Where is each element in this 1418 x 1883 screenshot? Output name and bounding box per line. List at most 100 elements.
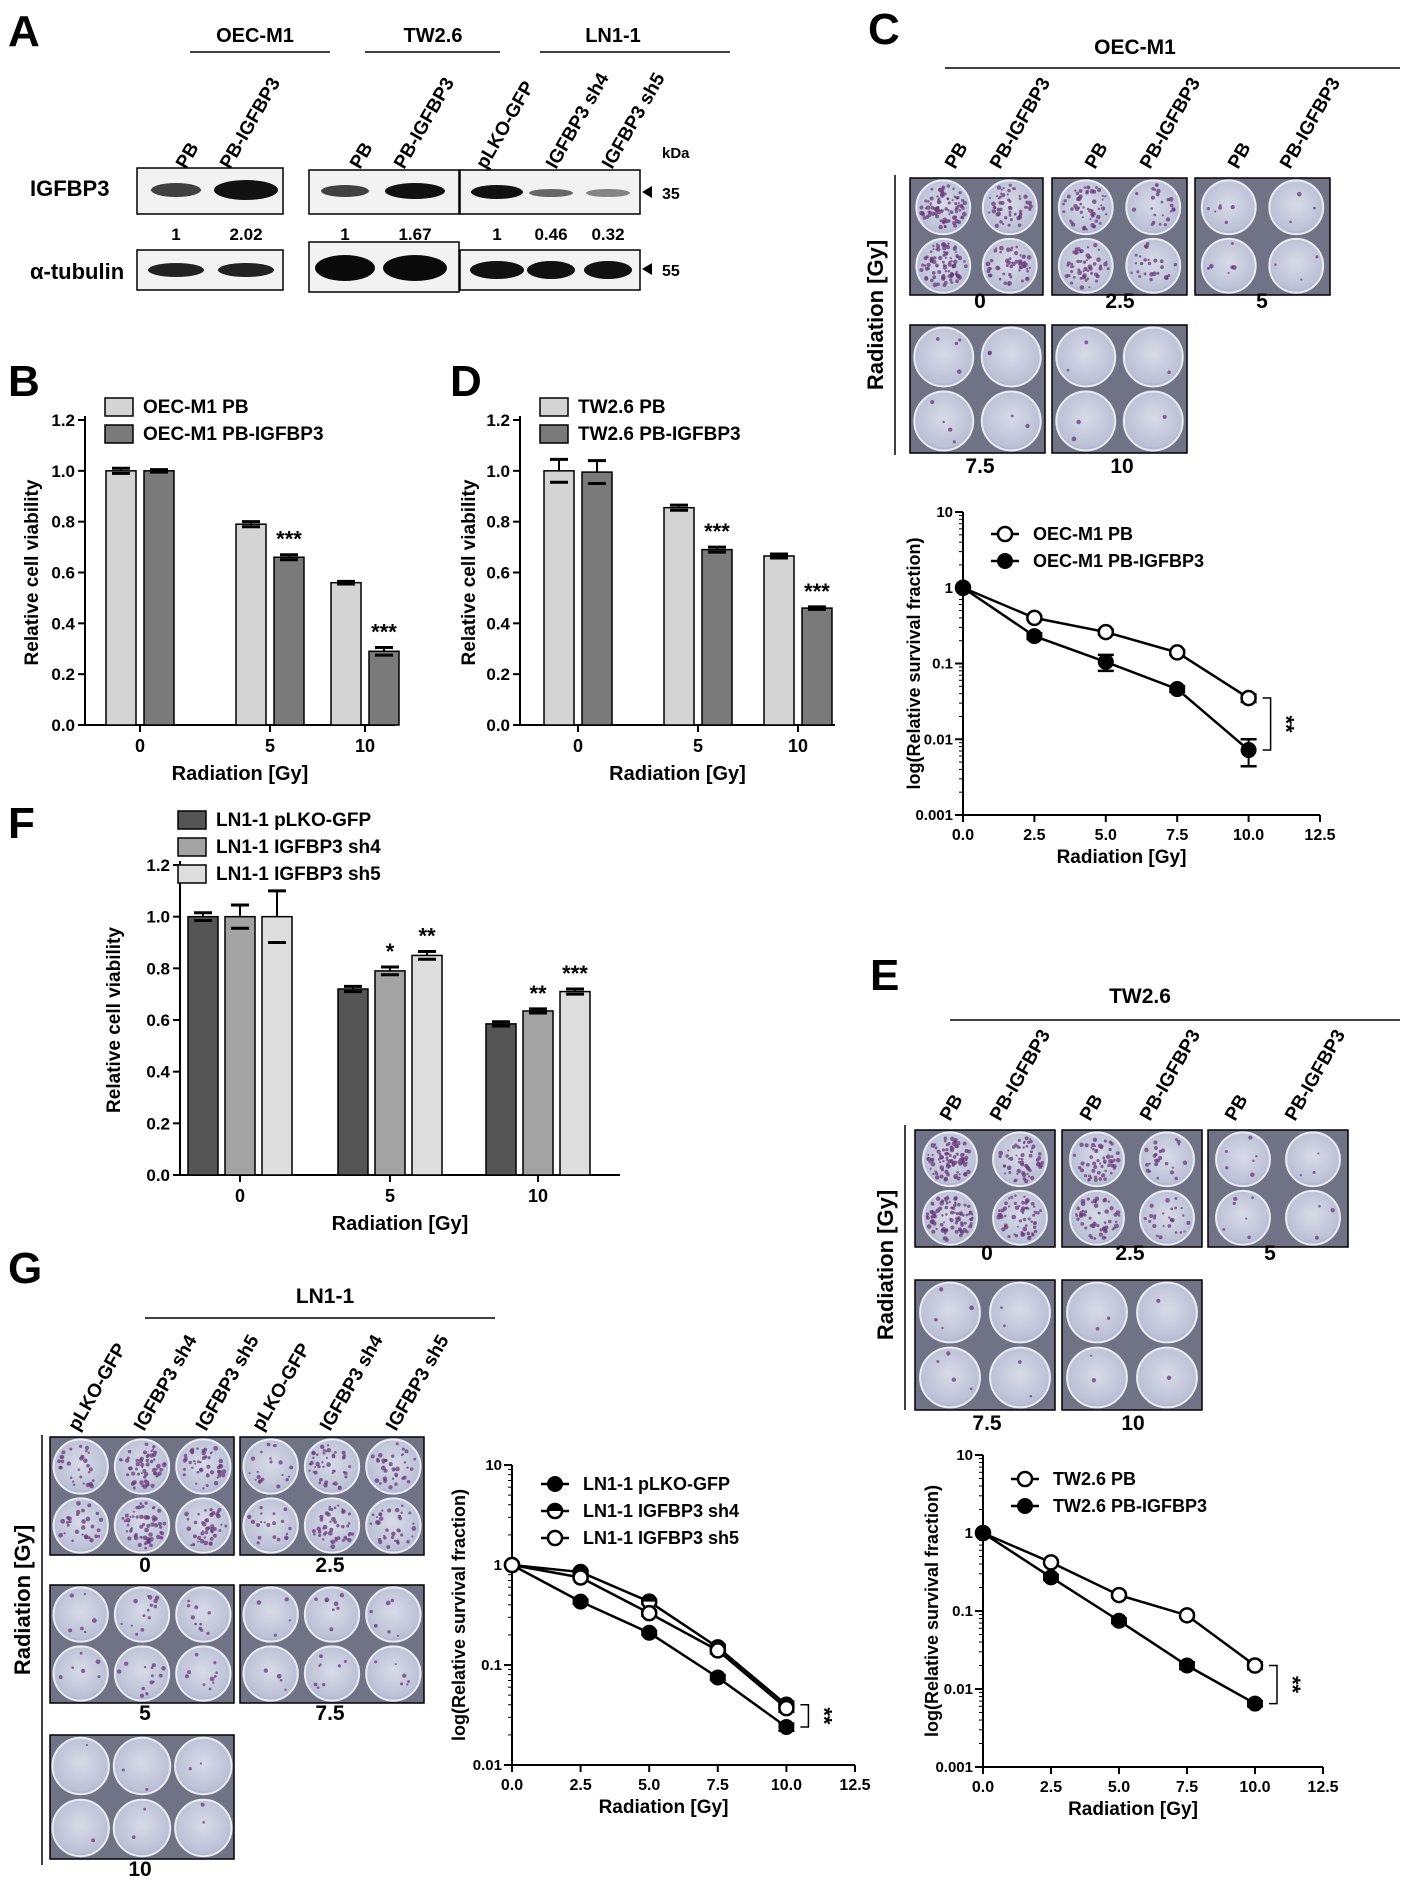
legend-swatch (539, 397, 569, 417)
colony-dot (141, 1522, 146, 1527)
colony-dot (1090, 1201, 1094, 1204)
data-point (572, 1569, 589, 1586)
colony-dot (1131, 207, 1137, 212)
colony-dot (203, 1540, 209, 1546)
colony-dot (76, 1509, 81, 1515)
colony-dot (947, 262, 952, 267)
colony-dot (143, 1475, 147, 1479)
colony-dot (944, 1151, 949, 1156)
colony-dot (326, 1444, 330, 1447)
colony-dot (1093, 1145, 1097, 1148)
colony-dot (96, 1528, 101, 1533)
colony-dot (84, 1445, 90, 1450)
colony-dot (130, 1528, 133, 1531)
colony-dot (1113, 1212, 1118, 1217)
colony-dot (312, 1470, 316, 1474)
colony-dot (1008, 205, 1012, 209)
data-point (641, 1624, 658, 1641)
colony-dot (87, 1451, 90, 1454)
colony-dot (194, 1652, 199, 1657)
colony-dot (944, 256, 948, 259)
colony-dot (139, 1502, 143, 1505)
colony-dot (942, 243, 947, 248)
series-line (962, 586, 1250, 700)
colony-dot (221, 1469, 227, 1474)
colony-dot (406, 1479, 411, 1484)
x-tick-label: 5.0 (1095, 827, 1117, 844)
colony-e-ylabel: Radiation [Gy] (873, 1190, 898, 1340)
colony-dot (958, 338, 962, 342)
colony-dot (60, 1518, 66, 1524)
colony-dot (1097, 248, 1100, 252)
colony-dot (1174, 1206, 1178, 1210)
colony-dot (1112, 1158, 1116, 1162)
colony-dot (957, 1202, 961, 1207)
colony-dot (947, 201, 951, 205)
colony-dot (1010, 1195, 1014, 1199)
colony-dot (377, 1453, 383, 1458)
colony-dot (1096, 257, 1101, 262)
colony-dot (136, 1472, 141, 1476)
colony-dot (949, 1210, 954, 1215)
colony-dot (1029, 1137, 1032, 1141)
data-point (1097, 653, 1114, 670)
colony-dot (330, 1540, 333, 1543)
colony-dot (328, 1505, 332, 1509)
y-axis-label: log(Relative survival fraction) (922, 1485, 942, 1737)
colony-dot (945, 1213, 948, 1216)
colony-dot (969, 1224, 973, 1227)
colony-dot (1105, 260, 1108, 263)
survival-chart-e: 0.001 0.01 0.1 1 10 0.0 2.5 5.0 7.5 10.0 12.5 Radia… (922, 1447, 1339, 1820)
plate-well (1136, 1281, 1198, 1344)
colony-dot (378, 1512, 383, 1517)
colony-dot (1013, 1201, 1017, 1206)
colony-dot (948, 427, 953, 432)
colony-dot (85, 1743, 89, 1747)
colony-dot (1081, 1210, 1084, 1213)
colony-dot (1008, 183, 1012, 187)
colony-dot (398, 1516, 402, 1521)
colony-dot (331, 1516, 336, 1522)
colony-dot (963, 1203, 967, 1207)
colony-dot (160, 1531, 165, 1536)
colony-dot (406, 1466, 409, 1469)
colony-dot (330, 1544, 336, 1550)
colony-dot (396, 1541, 400, 1545)
colony-dot (149, 1459, 154, 1464)
colony-dot (1086, 1162, 1090, 1167)
colony-dot (1088, 286, 1091, 289)
colony-dot (89, 1483, 94, 1489)
y-axis-label: Relative cell viability (22, 479, 43, 665)
colony-dot (1014, 1234, 1019, 1238)
colony-dot (342, 1454, 346, 1459)
colony-dot (1016, 1172, 1019, 1175)
colony-dot (1076, 1206, 1080, 1211)
colony-dot (1093, 1165, 1098, 1170)
plate-well (989, 1281, 1051, 1344)
colony-dot (1138, 255, 1142, 258)
colony-dot (1090, 212, 1095, 217)
colony-dot (1088, 208, 1093, 213)
colony-dot (944, 269, 948, 273)
colony-dot (1099, 1228, 1103, 1232)
colony-dot (194, 1622, 197, 1626)
colony-dot (1104, 212, 1108, 216)
colony-dot (1233, 1196, 1238, 1202)
colony-dot (1018, 197, 1022, 200)
colony-g-label: IGFBP3 sh4 (316, 1331, 388, 1434)
colony-dot (944, 1169, 949, 1174)
colony-dot (196, 1470, 200, 1474)
colony-g-plates (49, 1436, 425, 1860)
colony-dot (1063, 199, 1067, 203)
colony-dot (288, 1619, 291, 1622)
colony-dot (209, 1537, 214, 1541)
legend-swatch (104, 424, 134, 444)
colony-dot (1002, 1164, 1006, 1168)
colony-dot (1167, 274, 1171, 277)
colony-dot (1079, 285, 1085, 290)
colony-dot (139, 1693, 145, 1698)
colony-dot (933, 256, 937, 260)
colony-dot (395, 1474, 398, 1478)
colony-dot (126, 1523, 130, 1527)
colony-dot (1115, 1151, 1120, 1156)
